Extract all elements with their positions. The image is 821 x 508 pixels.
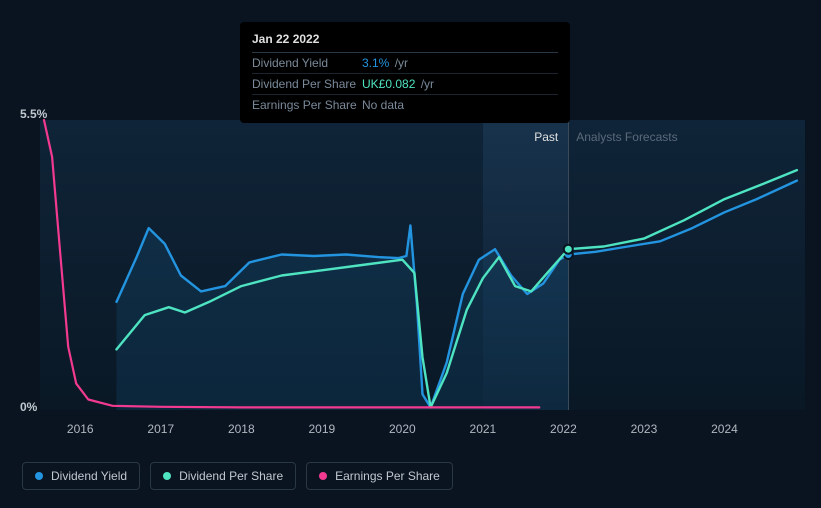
y-tick-min: 0%: [20, 400, 37, 414]
legend-item-earnings_per_share[interactable]: Earnings Per Share: [306, 462, 453, 490]
x-tick-label: 2022: [550, 422, 577, 436]
legend-label: Dividend Yield: [51, 469, 127, 483]
legend-label: Earnings Per Share: [335, 469, 440, 483]
tooltip-date: Jan 22 2022: [252, 30, 558, 53]
dividend-chart[interactable]: Past Analysts Forecasts 5.5% 0% 20162017…: [20, 105, 805, 425]
x-tick-label: 2019: [308, 422, 335, 436]
x-tick-label: 2024: [711, 422, 738, 436]
x-tick-label: 2016: [67, 422, 94, 436]
x-axis-labels: 2016 2017 2018 2019 2020 2021 2022 2023 2024: [40, 422, 805, 442]
tooltip-row-label: Earnings Per Share: [252, 98, 362, 112]
tooltip-row-value: No data: [362, 98, 558, 112]
tooltip-row: Dividend Per ShareUK£0.082 /yr: [252, 74, 558, 95]
plot-svg: [40, 120, 805, 410]
legend-dot-icon: [35, 472, 43, 480]
dividend_yield-area: [117, 226, 569, 411]
tooltip-row-value: UK£0.082 /yr: [362, 77, 558, 91]
x-tick-label: 2017: [147, 422, 174, 436]
legend-dot-icon: [163, 472, 171, 480]
x-tick-label: 2018: [228, 422, 255, 436]
dividend_per_share-hover-marker: [564, 245, 573, 254]
legend-label: Dividend Per Share: [179, 469, 283, 483]
chart-tooltip: Jan 22 2022 Dividend Yield3.1% /yrDivide…: [240, 22, 570, 123]
legend-item-dividend_per_share[interactable]: Dividend Per Share: [150, 462, 296, 490]
x-tick-label: 2021: [470, 422, 497, 436]
tooltip-rows: Dividend Yield3.1% /yrDividend Per Share…: [252, 53, 558, 115]
x-tick-label: 2023: [631, 422, 658, 436]
legend: Dividend Yield Dividend Per Share Earnings…: [22, 462, 453, 490]
tooltip-row-label: Dividend Yield: [252, 56, 362, 70]
y-tick-max: 5.5%: [20, 107, 47, 121]
tooltip-row: Earnings Per ShareNo data: [252, 95, 558, 115]
tooltip-row-label: Dividend Per Share: [252, 77, 362, 91]
tooltip-row: Dividend Yield3.1% /yr: [252, 53, 558, 74]
legend-dot-icon: [319, 472, 327, 480]
x-tick-label: 2020: [389, 422, 416, 436]
tooltip-row-value: 3.1% /yr: [362, 56, 558, 70]
legend-item-dividend_yield[interactable]: Dividend Yield: [22, 462, 140, 490]
